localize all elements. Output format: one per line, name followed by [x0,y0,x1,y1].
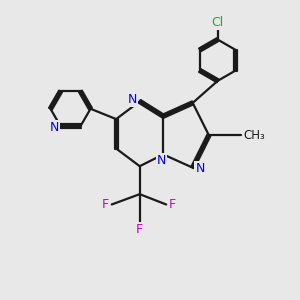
Text: N: N [128,93,137,106]
Text: Cl: Cl [212,16,224,29]
Text: F: F [169,198,176,211]
Text: N: N [195,162,205,175]
Text: F: F [102,198,109,211]
Text: N: N [49,121,59,134]
Text: N: N [157,154,167,167]
Text: F: F [136,223,143,236]
Text: CH₃: CH₃ [244,129,266,142]
